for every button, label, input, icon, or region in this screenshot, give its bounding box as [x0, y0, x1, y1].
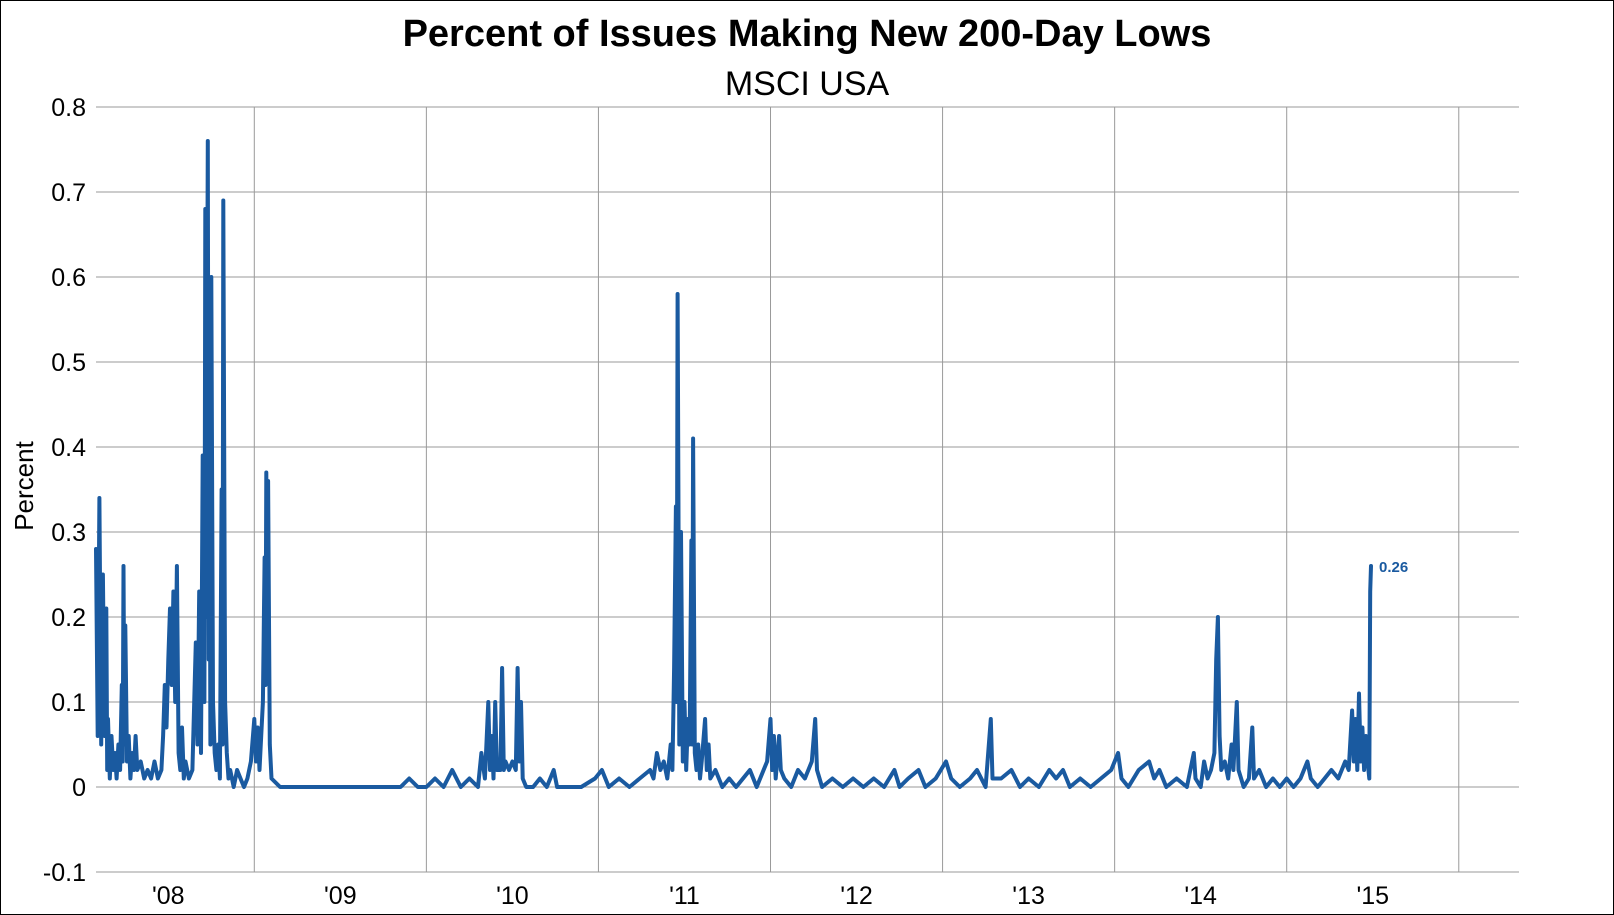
y-axis-label: Percent: [9, 440, 39, 530]
x-tick-labels: '08 '09 '10 '11 '12 '13 '14 '15: [152, 882, 1389, 910]
y-tick-label: 0.7: [51, 179, 86, 207]
x-tick-label: '12: [840, 882, 873, 910]
y-tick-label: 0.5: [51, 349, 86, 377]
last-value-label: 0.26: [1379, 559, 1408, 576]
x-tick-label: '11: [669, 882, 700, 910]
x-tick-label: '15: [1356, 882, 1389, 910]
y-tick-label: 0.3: [51, 519, 86, 547]
y-tick-labels: 0.8 0.7 0.6 0.5 0.4 0.3 0.2 0.1 0 -0.1: [43, 94, 86, 887]
y-tick-label: -0.1: [43, 859, 86, 887]
series-layer: [94, 139, 1373, 789]
y-tick-label: 0.2: [51, 604, 86, 632]
chart-subtitle: MSCI USA: [725, 65, 890, 103]
x-tick-label: '08: [152, 882, 185, 910]
y-tick-label: 0.8: [51, 94, 86, 122]
x-tick-label: '09: [324, 882, 357, 910]
grid-lines: [96, 106, 1519, 873]
x-tick-label: '14: [1184, 882, 1217, 910]
y-tick-label: 0.4: [51, 434, 86, 462]
x-tick-label: '10: [496, 882, 529, 910]
series-line: [94, 139, 1373, 789]
y-tick-label: 0.6: [51, 264, 86, 292]
x-tick-label: '13: [1012, 882, 1045, 910]
chart-title: Percent of Issues Making New 200-Day Low…: [403, 13, 1212, 55]
y-tick-label: 0.1: [51, 689, 86, 717]
y-tick-label: 0: [72, 774, 86, 802]
